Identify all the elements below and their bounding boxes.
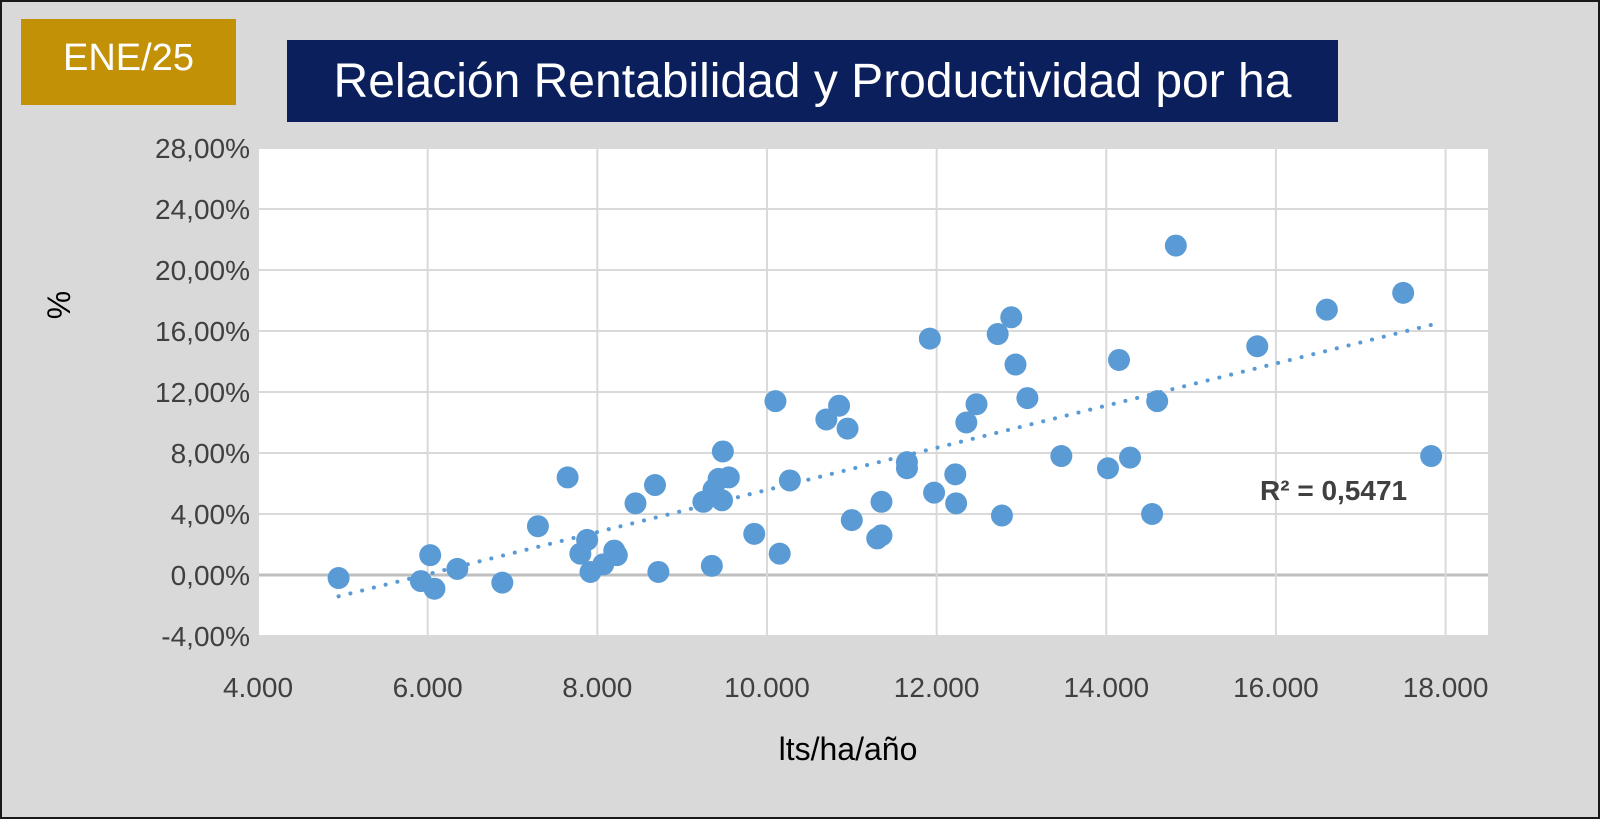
y-tick-label: 20,00% <box>155 255 250 286</box>
data-point <box>700 554 723 577</box>
data-point <box>491 571 514 594</box>
data-point <box>1315 298 1338 321</box>
data-point <box>923 481 946 504</box>
data-point <box>717 466 740 489</box>
data-point <box>1050 445 1073 468</box>
data-point <box>423 577 446 600</box>
data-point <box>419 544 442 567</box>
data-point <box>743 522 766 545</box>
y-tick-label: 12,00% <box>155 377 250 408</box>
data-point <box>990 504 1013 527</box>
data-point <box>1392 281 1415 304</box>
data-point <box>1016 387 1039 410</box>
data-point <box>1246 335 1269 358</box>
data-point <box>965 393 988 416</box>
data-point <box>1004 353 1027 376</box>
data-point <box>624 492 647 515</box>
data-point <box>870 524 893 547</box>
data-point <box>1119 446 1142 469</box>
y-tick-label: 8,00% <box>171 438 250 469</box>
x-tick-label: 16.000 <box>1233 672 1319 703</box>
r-squared-label: R² = 0,5471 <box>1260 475 1407 506</box>
y-tick-label: 0,00% <box>171 560 250 591</box>
data-point <box>647 560 670 583</box>
y-tick-label: 28,00% <box>155 133 250 164</box>
data-point <box>778 469 801 492</box>
data-point <box>711 440 734 463</box>
data-point <box>1096 457 1119 480</box>
y-tick-label: 24,00% <box>155 194 250 225</box>
y-tick-label: -4,00% <box>161 621 250 652</box>
data-point <box>1420 445 1443 468</box>
x-tick-label: 18.000 <box>1403 672 1489 703</box>
data-point <box>870 490 893 513</box>
data-point <box>986 323 1009 346</box>
data-point <box>768 542 791 565</box>
date-badge: ENE/25 <box>21 19 236 105</box>
x-axis-title: lts/ha/año <box>779 731 918 767</box>
y-axis-ticks: -4,00% 0,00% 4,00% 8,00% 12,00% 16,00% 20,00% 2… <box>155 133 250 652</box>
data-point <box>895 457 918 480</box>
x-tick-label: 4.000 <box>223 672 293 703</box>
data-points <box>327 234 1443 600</box>
data-point <box>556 466 579 489</box>
x-tick-label: 6.000 <box>393 672 463 703</box>
x-tick-label: 14.000 <box>1063 672 1149 703</box>
x-tick-label: 12.000 <box>894 672 980 703</box>
y-axis-title: % <box>41 291 77 319</box>
data-point <box>945 492 968 515</box>
data-point <box>955 411 978 434</box>
data-point <box>576 528 599 551</box>
data-point <box>446 557 469 580</box>
x-tick-label: 8.000 <box>562 672 632 703</box>
data-point <box>1141 503 1164 525</box>
data-point <box>918 327 941 350</box>
data-point <box>643 474 666 497</box>
x-tick-label: 10.000 <box>724 672 810 703</box>
chart-title: Relación Rentabilidad y Productividad po… <box>287 40 1338 122</box>
data-point <box>1146 390 1169 413</box>
data-point <box>764 390 787 413</box>
data-point <box>711 489 734 512</box>
data-point <box>836 417 859 440</box>
y-tick-label: 16,00% <box>155 316 250 347</box>
data-point <box>1000 306 1023 329</box>
data-point <box>605 544 628 567</box>
data-point <box>944 463 967 486</box>
data-point <box>526 515 549 538</box>
x-axis-ticks: 4.000 6.000 8.000 10.000 12.000 14.000 16.000 1… <box>223 672 1488 703</box>
grid-lines <box>257 147 1488 637</box>
data-point <box>327 567 350 590</box>
data-point <box>840 509 863 532</box>
y-tick-label: 4,00% <box>171 499 250 530</box>
data-point <box>1108 348 1130 371</box>
data-point <box>1164 234 1187 257</box>
data-point <box>828 394 851 417</box>
